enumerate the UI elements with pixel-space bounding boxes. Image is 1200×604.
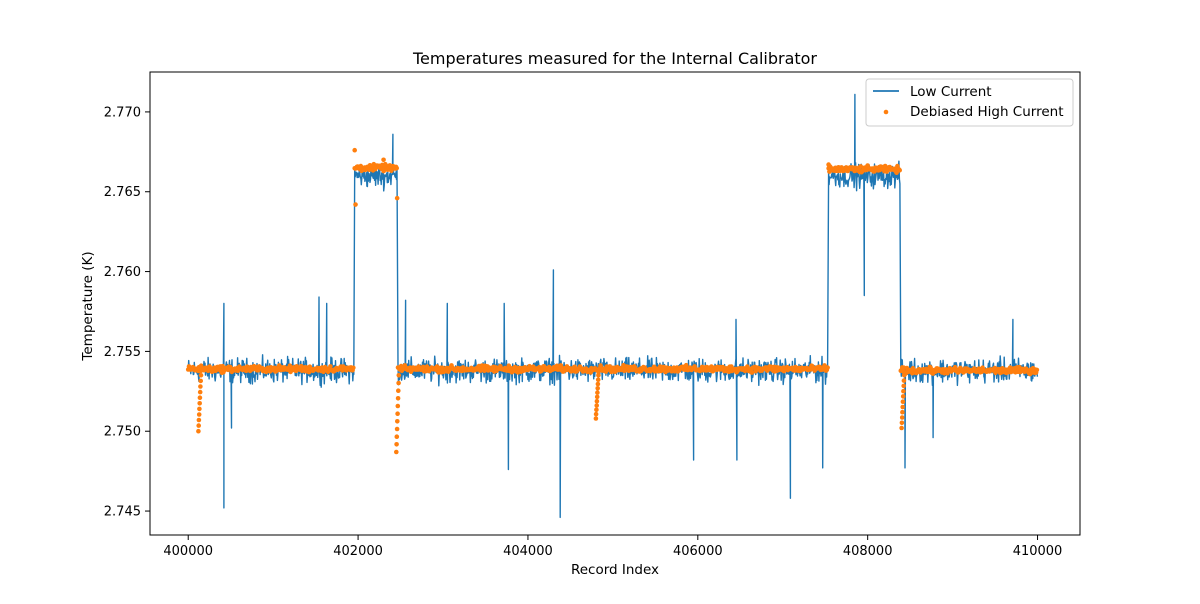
high-current-dip-point [394, 449, 399, 455]
high-current-dip-point [901, 383, 906, 389]
x-tick-label: 402000 [333, 544, 383, 559]
high-current-dip-point [198, 373, 204, 378]
high-current-point [825, 365, 830, 370]
high-current-dip-point [594, 394, 600, 400]
high-current-dip-point [196, 428, 201, 434]
high-current-dip-point [595, 377, 601, 383]
high-current-dip-point [899, 415, 905, 420]
high-current-dip-point [396, 380, 401, 386]
y-tick-label: 2.765 [104, 185, 141, 200]
high-current-dip-point [594, 407, 599, 413]
high-current-dip-point [594, 403, 599, 408]
high-current-dip-point [198, 384, 203, 389]
high-current-dip-point [901, 373, 907, 378]
x-axis-label: Record Index [571, 562, 659, 578]
high-current-dip-point [394, 426, 400, 432]
high-current-dip-point [900, 399, 906, 405]
high-current-dip-point [197, 395, 203, 401]
high-current-dip-point [595, 381, 601, 387]
high-current-dip-point [395, 419, 400, 424]
high-current-point [198, 363, 204, 369]
y-tick-label: 2.745 [104, 505, 141, 520]
y-tick-label: 2.755 [104, 345, 141, 360]
high-current-point [572, 364, 577, 370]
high-current-point [394, 195, 400, 201]
legend: Low Current Debiased High Current [865, 78, 1074, 127]
high-current-dip-point [196, 412, 202, 417]
x-tick-label: 400000 [163, 544, 213, 559]
high-current-dip-point [593, 411, 599, 417]
high-current-dip-point [899, 420, 905, 426]
high-current-point [381, 157, 386, 163]
x-tick-label: 408000 [843, 544, 893, 559]
high-current-dip-point [394, 434, 400, 440]
high-current-point [1034, 367, 1040, 373]
high-current-dip-point [196, 417, 202, 423]
x-tick-label: 410000 [1013, 544, 1063, 559]
legend-low-current-label: Low Current [910, 84, 992, 100]
high-current-dip-point [197, 389, 203, 395]
high-current-dip-point [595, 386, 600, 391]
x-tick-label: 404000 [503, 544, 553, 559]
high-current-dip-point [595, 390, 600, 395]
high-current-dip-point [899, 425, 904, 431]
high-current-point [351, 365, 356, 371]
high-current-point [826, 162, 831, 167]
y-tick-label: 2.750 [104, 425, 141, 440]
high-current-dip-point [196, 423, 201, 428]
high-current-dip-point [900, 394, 906, 399]
x-tick-label: 406000 [673, 544, 723, 559]
high-current-dip-point [594, 398, 600, 404]
high-current-point [683, 362, 689, 368]
y-axis-label: Temperature (K) [80, 251, 96, 361]
high-current-dip-point [395, 396, 401, 401]
y-tick-label: 2.760 [104, 265, 141, 280]
high-current-dip-point [593, 416, 599, 421]
plot-area [185, 93, 1040, 519]
legend-high-current-label: Debiased High Current [910, 104, 1064, 120]
high-current-point [749, 370, 755, 375]
high-current-point [897, 168, 902, 173]
high-current-dip-point [197, 401, 202, 406]
high-current-dip-point [900, 409, 905, 415]
high-current-dip-point [901, 388, 906, 394]
chart-title: Temperatures measured for the Internal C… [412, 49, 817, 68]
high-current-dip-point [901, 378, 907, 383]
high-current-point [353, 202, 358, 207]
high-current-dip-point [197, 406, 202, 412]
high-current-point [420, 364, 426, 370]
legend-high-current-swatch [883, 109, 889, 115]
y-tick-label: 2.770 [104, 105, 141, 120]
plot-frame [149, 71, 1081, 536]
high-current-dip-point [198, 378, 203, 384]
high-current-point [928, 365, 933, 370]
series-debiased-high-current-points [185, 147, 1040, 455]
high-current-dip-point [596, 373, 601, 378]
legend-box [865, 78, 1074, 127]
high-current-dip-point [395, 411, 400, 417]
high-current-dip-point [900, 404, 905, 410]
high-current-dip-point [396, 388, 401, 394]
high-current-point [394, 165, 400, 171]
high-current-dip-point [396, 373, 402, 378]
high-current-dip-point [395, 403, 401, 409]
high-current-dip-point [394, 442, 399, 447]
high-current-point [352, 147, 357, 153]
high-current-point [328, 364, 333, 369]
